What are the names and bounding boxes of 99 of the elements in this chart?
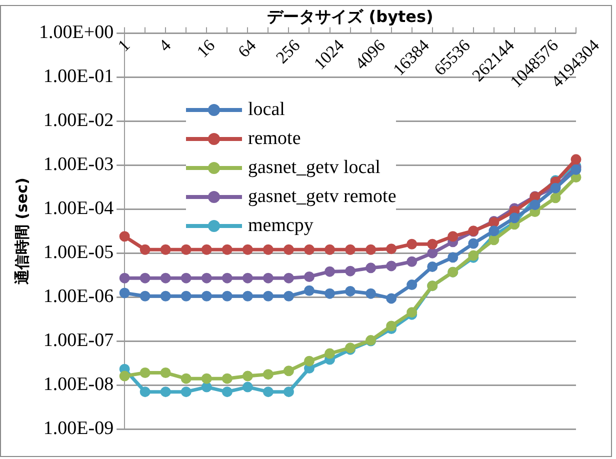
point [262,386,274,398]
point [201,382,212,392]
point [119,231,130,242]
point [180,244,192,255]
point [242,272,253,284]
point [262,290,274,302]
point [283,290,294,302]
point [140,244,150,255]
y-tick-label: 1.00E-06 [43,286,114,308]
y-tick-label: 1.00E-01 [43,66,114,88]
point [304,285,314,296]
point [160,368,171,378]
point [366,262,376,274]
point [262,369,274,380]
point [324,244,336,255]
point [119,272,130,284]
point [140,290,150,302]
point [222,386,232,398]
point [448,231,458,242]
point [242,244,253,255]
point [160,244,171,255]
point [201,290,212,302]
point [140,368,150,378]
point [386,244,397,254]
point [119,288,130,298]
x-tick-label: 4 [155,35,175,56]
point [180,386,192,398]
point [427,261,438,272]
y-tick-label: 1.00E-07 [43,330,114,352]
point [386,320,397,332]
y-tick-label: 1.00E-05 [43,242,114,264]
point [242,370,253,382]
point [304,271,314,282]
point [283,386,294,398]
point [468,238,479,249]
point [222,244,232,255]
point [201,272,212,284]
point [366,288,376,299]
point [345,244,356,255]
point [222,290,232,302]
point [180,373,192,384]
point [242,290,253,302]
legend-label: gasnet_getv remote [248,185,396,209]
point [406,280,418,290]
point [140,386,150,398]
x-tick-label: 64 [234,35,260,62]
point [222,272,232,284]
x-tick-label: 256 [272,36,304,68]
point [530,200,540,210]
y-tick-label: 1.00E+00 [38,22,114,44]
point [427,248,438,258]
legend-label: remote [248,127,301,151]
point [386,293,397,304]
point [283,366,294,376]
y-tick-label: 1.00E-09 [43,418,114,439]
x-tick-label: 1 [114,36,134,56]
point [345,266,356,276]
point [406,238,418,250]
point [119,370,130,382]
point [222,373,232,384]
point [140,272,150,284]
point [448,252,458,263]
point [262,244,274,255]
x-tick-label: 16 [193,36,219,62]
point [324,288,336,299]
point [283,272,294,284]
y-tick-label: 1.00E-08 [43,374,114,396]
legend-label: local [248,98,285,122]
x-axis-title: データサイズ (bytes) [267,6,434,26]
y-tick-label: 1.00E-02 [43,110,114,132]
y-tick-label: 1.00E-04 [43,198,114,220]
point [406,256,418,267]
point [201,373,212,384]
y-tick-label: 1.00E-03 [43,154,114,176]
point [304,363,314,374]
point [201,244,212,255]
point [160,272,171,284]
point [488,234,500,246]
point [160,386,171,398]
point [550,192,561,204]
y-axis-title: 通信時間 (sec) [12,178,31,286]
point [509,212,520,224]
point [304,356,314,366]
point [304,244,314,255]
point [324,266,336,277]
point [262,272,274,284]
point [427,238,438,250]
point [283,244,294,255]
point [180,272,192,284]
point [160,290,171,302]
point [324,348,336,359]
point [366,244,376,255]
point [180,290,192,302]
point [488,226,500,236]
point [242,382,253,392]
point [345,286,356,296]
point [386,260,397,272]
legend-label: gasnet_getv local [248,156,380,180]
legend-label: memcpy [248,214,314,238]
